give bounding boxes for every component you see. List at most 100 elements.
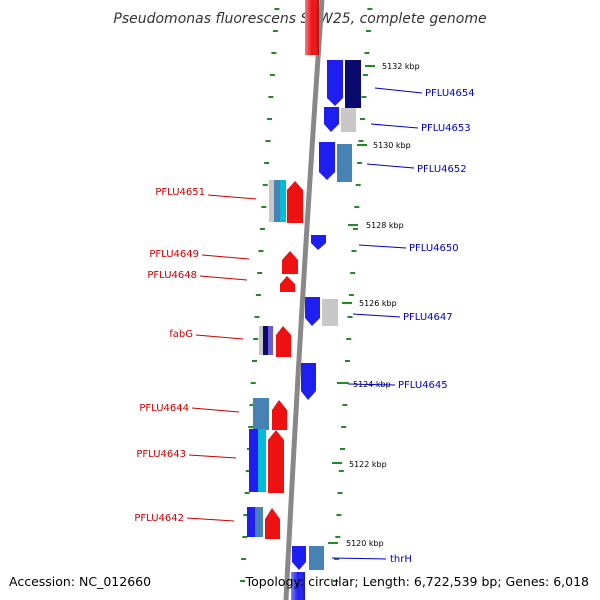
ring-dot xyxy=(367,8,373,10)
ring-dot xyxy=(265,140,271,142)
tick-label: 5120 kbp xyxy=(346,539,384,548)
label-PFLU4652[interactable]: PFLU4652 xyxy=(366,163,467,175)
gene-PFLU4654 xyxy=(327,60,361,108)
ring-dot xyxy=(249,404,255,406)
genome-backbone xyxy=(283,0,325,600)
gene-PFLU4642 xyxy=(247,507,280,539)
ring-dot xyxy=(362,74,368,76)
ring-dot xyxy=(257,272,263,274)
label-PFLU4651[interactable]: PFLU4651 xyxy=(155,187,257,200)
ring-dot xyxy=(243,514,249,516)
ring-dot xyxy=(245,470,251,472)
gene-fabG xyxy=(259,326,291,357)
gene-label[interactable]: fabG xyxy=(169,329,193,340)
tick-label: 5130 kbp xyxy=(373,141,411,150)
label-PFLU4648[interactable]: PFLU4648 xyxy=(147,270,248,281)
label-PFLU4642[interactable]: PFLU4642 xyxy=(134,513,235,524)
ring-dot xyxy=(254,316,260,318)
ring-dot xyxy=(358,140,364,142)
tick-label: 5122 kbp xyxy=(349,460,387,469)
label-PFLU4649[interactable]: PFLU4649 xyxy=(149,249,250,260)
gene-label[interactable]: PFLU4652 xyxy=(417,164,467,175)
ring-dot xyxy=(252,360,257,362)
gene-label[interactable]: PFLU4649 xyxy=(149,249,199,260)
tick-5126: 5126 kbp xyxy=(342,299,397,308)
gene-PFLU4651 xyxy=(269,180,303,223)
label-thrH[interactable]: thrH xyxy=(331,554,412,565)
ring-dot xyxy=(355,184,361,186)
ring-dot xyxy=(262,184,268,186)
gene-top-partial xyxy=(305,0,319,55)
ring-dot xyxy=(267,118,272,120)
ring-dot xyxy=(274,8,280,10)
gene-label[interactable]: PFLU4645 xyxy=(398,380,448,391)
gene-thrH xyxy=(292,546,324,570)
label-PFLU4645[interactable]: PFLU4645 xyxy=(347,380,448,391)
ring-dot xyxy=(351,250,357,252)
ring-dot xyxy=(259,228,265,230)
ring-dot xyxy=(357,162,363,164)
tick-label: 5126 kbp xyxy=(359,299,397,308)
ring-dot xyxy=(269,74,275,76)
tick-5122: 5122 kbp xyxy=(332,460,387,469)
map-title: Pseudomonas fluorescens SBW25, complete … xyxy=(113,11,486,27)
inner-dotted-ring xyxy=(333,8,373,582)
ring-dot xyxy=(244,492,250,494)
gene-PFLU4644 xyxy=(253,398,287,430)
label-PFLU4647[interactable]: PFLU4647 xyxy=(352,312,453,323)
ring-dot xyxy=(264,162,270,164)
label-PFLU4650[interactable]: PFLU4650 xyxy=(358,243,459,254)
gene-label[interactable]: PFLU4651 xyxy=(155,187,205,198)
gene-label[interactable]: PFLU4643 xyxy=(136,449,186,460)
gene-label[interactable]: PFLU4653 xyxy=(421,123,471,134)
ring-dot xyxy=(364,52,370,54)
gene-bottom-partial xyxy=(291,572,305,600)
ring-dot xyxy=(340,448,345,450)
tick-5132: 5132 kbp xyxy=(365,62,420,71)
gene-label[interactable]: PFLU4647 xyxy=(403,312,453,323)
ring-dot xyxy=(348,294,354,296)
outer-dotted-ring xyxy=(240,8,280,582)
ring-dot xyxy=(334,558,340,560)
gene-label[interactable]: PFLU4642 xyxy=(134,513,184,524)
tick-5120: 5120 kbp xyxy=(328,539,384,548)
ring-dot xyxy=(335,536,341,538)
gene-PFLU4647 xyxy=(305,297,338,326)
ring-dot xyxy=(248,426,254,428)
gene-label[interactable]: PFLU4654 xyxy=(425,88,475,99)
ring-dot xyxy=(242,536,248,538)
accession-text: Accession: NC_012660 xyxy=(9,574,151,589)
gene-label[interactable]: thrH xyxy=(390,554,412,565)
ring-dot xyxy=(255,294,261,296)
gene-PFLU4649 xyxy=(282,251,298,274)
tick-5128: 5128 kbp xyxy=(348,221,404,230)
gene-label[interactable]: PFLU4650 xyxy=(409,243,459,254)
ring-dot xyxy=(346,338,352,340)
label-PFLU4653[interactable]: PFLU4653 xyxy=(370,123,471,134)
label-PFLU4654[interactable]: PFLU4654 xyxy=(374,87,475,99)
label-PFLU4643[interactable]: PFLU4643 xyxy=(136,449,237,460)
ring-dot xyxy=(337,492,343,494)
ring-dot xyxy=(341,426,347,428)
ring-dot xyxy=(350,272,356,274)
label-PFLU4644[interactable]: PFLU4644 xyxy=(139,403,240,414)
ring-dot xyxy=(240,580,245,582)
ring-dot xyxy=(272,30,278,32)
gene-label[interactable]: PFLU4644 xyxy=(139,403,189,414)
ring-dot xyxy=(241,558,247,560)
ring-dot xyxy=(365,30,371,32)
ring-dot xyxy=(361,96,367,98)
gene-PFLU4645 xyxy=(301,363,316,400)
ring-dot xyxy=(250,382,256,384)
ring-dot xyxy=(261,206,267,208)
label-fabG[interactable]: fabG xyxy=(169,329,244,340)
tick-5130: 5130 kbp xyxy=(357,141,411,150)
ring-dot xyxy=(345,360,350,362)
ring-dot xyxy=(258,250,264,252)
gene-label[interactable]: PFLU4648 xyxy=(147,270,197,281)
ring-dot xyxy=(360,118,365,120)
ring-dot xyxy=(352,228,358,230)
ring-dot xyxy=(342,404,348,406)
ring-dot xyxy=(354,206,360,208)
topology-summary: Topology: circular; Length: 6,722,539 bp… xyxy=(245,574,589,589)
